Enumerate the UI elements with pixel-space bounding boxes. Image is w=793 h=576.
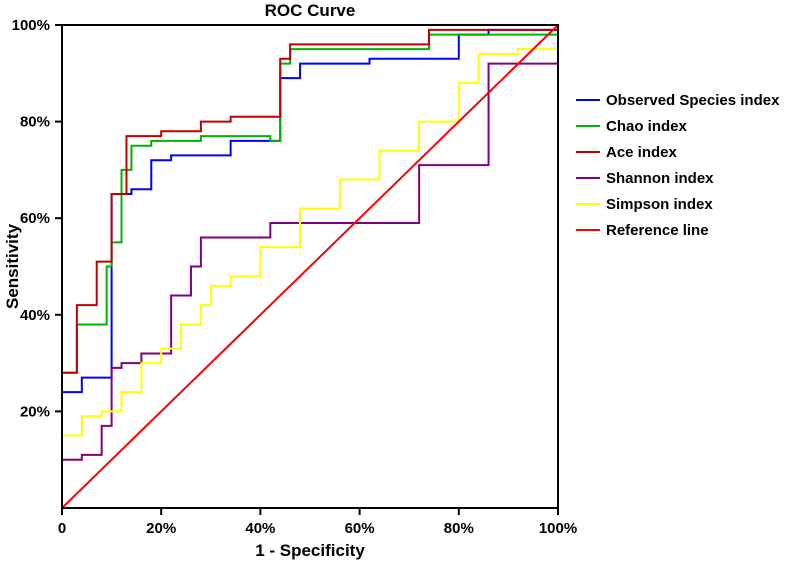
legend-label-1: Chao index	[606, 118, 688, 135]
x-tick-label: 60%	[345, 520, 375, 537]
x-tick-label: 40%	[245, 520, 275, 537]
legend-label-0: Observed Species index	[606, 92, 780, 109]
x-tick-label: 100%	[539, 520, 577, 537]
legend-label-3: Shannon index	[606, 170, 714, 187]
y-tick-label: 60%	[20, 210, 50, 227]
x-tick-label: 0	[58, 520, 66, 537]
y-axis-label: Sensitivity	[3, 223, 22, 309]
legend-label-4: Simpson index	[606, 196, 713, 213]
legend-label-5: Reference line	[606, 222, 709, 239]
y-tick-label: 40%	[20, 307, 50, 324]
y-tick-label: 100%	[12, 17, 50, 34]
x-axis-label: 1 - Specificity	[255, 541, 365, 560]
x-tick-label: 20%	[146, 520, 176, 537]
y-tick-label: 80%	[20, 114, 50, 131]
chart-title: ROC Curve	[265, 1, 356, 20]
y-tick-label: 20%	[20, 403, 50, 420]
roc-chart-svg: 0 20% 40% 60% 80% 100% 20% 40% 60% 80% 100% ROC Cur…	[0, 0, 793, 576]
x-tick-label: 80%	[444, 520, 474, 537]
roc-chart-container: 0 20% 40% 60% 80% 100% 20% 40% 60% 80% 100% ROC Cur…	[0, 0, 793, 576]
legend-label-2: Ace index	[606, 144, 678, 161]
